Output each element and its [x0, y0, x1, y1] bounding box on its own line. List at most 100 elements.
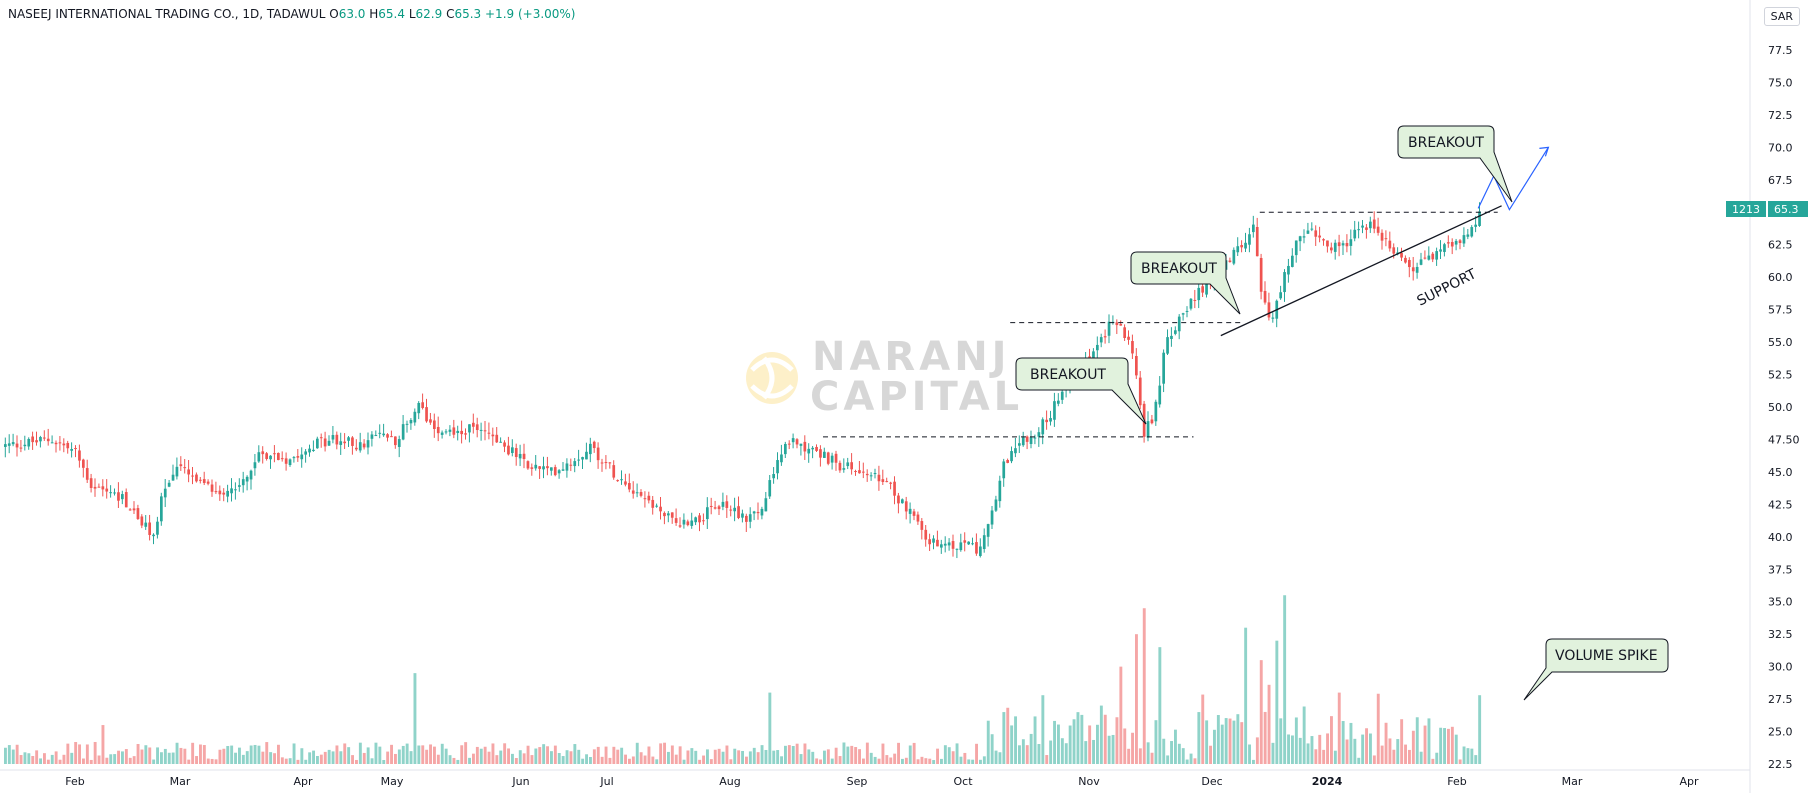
- open-value: 63.0: [338, 7, 366, 21]
- volume-bar: [709, 759, 713, 764]
- volume-bar: [1127, 748, 1131, 764]
- candle-body: [433, 420, 436, 429]
- candle-body: [1318, 235, 1321, 238]
- volume-bar: [1232, 720, 1236, 764]
- candle-body: [1283, 272, 1286, 293]
- price-tick-label: 62.5: [1768, 239, 1793, 252]
- candle-body: [737, 506, 740, 519]
- support-trendline[interactable]: [1220, 205, 1502, 337]
- volume-bar: [838, 756, 842, 764]
- candle-body: [1162, 352, 1165, 384]
- candle-body: [565, 463, 569, 471]
- volume-bar: [234, 752, 237, 764]
- volume-bar: [1080, 714, 1084, 764]
- volume-bar: [608, 757, 612, 764]
- symbol-header: NASEEJ INTERNATIONAL TRADING CO., 1D, TA…: [8, 7, 576, 21]
- currency-button[interactable]: SAR: [1763, 7, 1800, 26]
- breakout-callout-3[interactable]: BREAKOUT: [1397, 125, 1513, 203]
- volume-bar: [1291, 735, 1294, 764]
- candle-body: [920, 521, 924, 530]
- volume-bar: [807, 749, 811, 764]
- volume-bar: [1369, 733, 1372, 764]
- candle-body: [596, 447, 600, 461]
- candle-body: [491, 434, 495, 437]
- candle-body: [674, 518, 678, 523]
- candle-body: [776, 460, 779, 474]
- volume-bar: [971, 759, 975, 764]
- volume-bar: [737, 750, 741, 764]
- projection-path[interactable]: [1477, 147, 1549, 211]
- candle-body: [1400, 252, 1403, 258]
- candle-body: [1248, 234, 1251, 245]
- time-axis: Feb Mar Apr May Jun Jul Aug Sep Oct Nov Dec 2024 Feb…: [0, 769, 1750, 788]
- candle-body: [339, 441, 343, 445]
- candle-body: [495, 434, 499, 443]
- candle-body: [382, 433, 385, 436]
- volume-bar: [686, 750, 690, 764]
- candle-body: [284, 458, 288, 464]
- candle-body: [780, 454, 783, 463]
- candle-body: [1096, 344, 1099, 351]
- breakout-callout-2[interactable]: BREAKOUT: [1130, 251, 1241, 315]
- volume-bar: [733, 748, 737, 764]
- breakout-callout-1[interactable]: BREAKOUT: [1015, 357, 1147, 425]
- candle-body: [378, 432, 382, 434]
- volume-bar: [1135, 634, 1138, 764]
- volume-bar: [784, 745, 787, 764]
- candle-body: [499, 441, 502, 443]
- volume-bar: [222, 748, 226, 764]
- volume-bar: [1450, 726, 1454, 764]
- candle-body: [1435, 251, 1438, 260]
- candle-body: [1353, 229, 1357, 239]
- volume-bar: [19, 755, 23, 764]
- candle-body: [1041, 419, 1045, 435]
- volume-bar: [1275, 640, 1279, 764]
- candle-body: [1244, 242, 1247, 249]
- candle-body: [823, 451, 826, 458]
- volume-bar: [967, 759, 971, 764]
- candle-body: [397, 439, 401, 447]
- volume-bar: [1018, 745, 1021, 764]
- volume-bar: [1201, 694, 1205, 764]
- candle-body: [475, 424, 479, 430]
- volume-bar: [491, 743, 495, 764]
- volume-bar: [678, 746, 682, 764]
- candle-body: [1025, 436, 1029, 442]
- volume-bar: [436, 754, 440, 764]
- volume-bar: [604, 746, 608, 764]
- volume-bar: [511, 753, 514, 764]
- candle-body: [1177, 316, 1181, 332]
- volume-bar: [456, 759, 460, 764]
- price-tick-label: 45.0: [1768, 466, 1793, 479]
- time-tick-label: Sep: [847, 775, 868, 788]
- candle-body: [222, 492, 226, 495]
- candle-body: [409, 419, 413, 424]
- volume-bar: [694, 750, 698, 764]
- candle-body: [273, 453, 276, 455]
- candle-body: [787, 443, 791, 445]
- volume-spike-label: VOLUME SPIKE: [1555, 648, 1658, 664]
- volume-bar: [479, 748, 483, 764]
- candle-body: [374, 435, 378, 437]
- candle-body: [522, 453, 526, 459]
- volume-bar: [1318, 734, 1322, 764]
- volume-bar: [460, 745, 464, 764]
- last-price-tag: 1213 65.3: [1726, 201, 1808, 217]
- volume-bar: [518, 750, 522, 764]
- candle-body: [218, 490, 222, 495]
- candle-body: [819, 449, 822, 458]
- volume-bar: [565, 750, 569, 764]
- volume-spike-callout[interactable]: VOLUME SPIKE: [1523, 638, 1669, 701]
- volume-bar: [1337, 692, 1341, 764]
- candle-body: [487, 432, 491, 434]
- candle-body: [472, 422, 475, 427]
- candle-body: [261, 451, 265, 455]
- candle-body: [772, 474, 775, 479]
- candle-body: [62, 443, 66, 446]
- candle-body: [1466, 234, 1470, 237]
- volume-bar: [156, 747, 159, 764]
- volume-bar: [1279, 718, 1283, 764]
- close-value: 65.3: [454, 7, 482, 21]
